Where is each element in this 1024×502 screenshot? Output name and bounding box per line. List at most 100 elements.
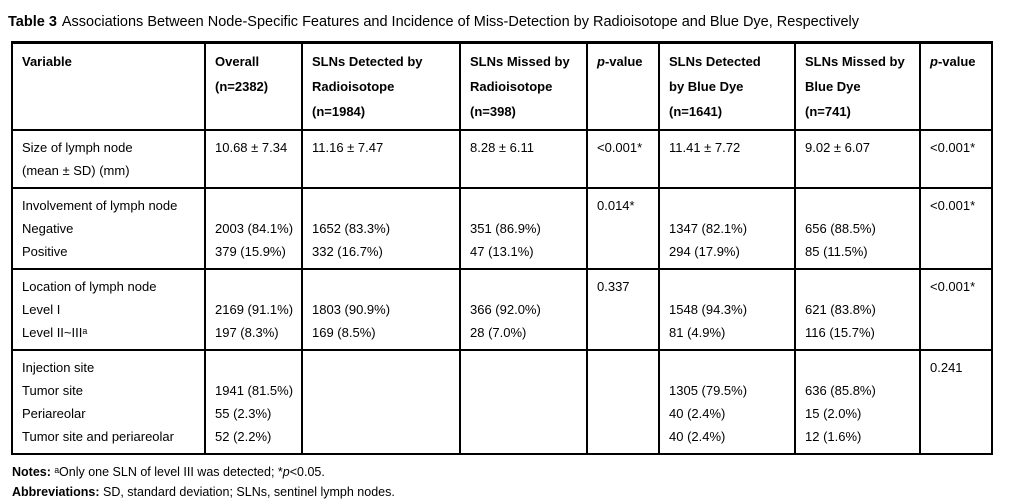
header-row: Variable Overall (n=2382) SLNs Detected by R… [11, 41, 993, 131]
cell-line: 85 (11.5%) [805, 244, 868, 259]
table-cell: 1803 (90.9%) 169 (8.5%) [301, 268, 461, 351]
cell-line: 11.16 ± 7.47 [312, 140, 384, 155]
header-line: (n=741) [805, 104, 851, 119]
table-cell: Location of lymph node Level I Level II~II… [11, 268, 206, 351]
cell-line: 116 (15.7%) [805, 325, 875, 340]
header-line: SLNs Missed by [470, 54, 570, 69]
table-cell [301, 349, 461, 455]
cell-line [312, 275, 455, 298]
table-title: Table 3 Associations Between Node-Specifi… [8, 12, 1014, 32]
cell-line: 636 (85.8%) [805, 383, 876, 398]
cell-line: Negative [22, 221, 74, 236]
table-cell: <0.001* [919, 187, 993, 270]
table-cell: <0.001* [919, 268, 993, 351]
header-line: (n=2382) [215, 79, 269, 94]
table-cell: 656 (88.5%) 85 (11.5%) [794, 187, 921, 270]
header-line: (n=398) [470, 104, 516, 119]
cell-line: 52 (2.2%) [215, 429, 272, 444]
cell-line: 8.28 ± 6.11 [470, 140, 534, 155]
header-line: SLNs Detected [669, 54, 761, 69]
table-cell: <0.001* [919, 129, 993, 189]
table-cell: 351 (86.9%) 47 (13.1%) [459, 187, 588, 270]
column-header: SLNs Missed by Blue Dye (n=741) [794, 41, 921, 131]
cell-line [215, 194, 297, 217]
cell-line: Periareolar [22, 406, 86, 421]
header-line: Variable [22, 54, 72, 69]
table-cell: 1652 (83.3%) 332 (16.7%) [301, 187, 461, 270]
cell-line: <0.001* [930, 140, 976, 155]
cell-line [470, 194, 582, 217]
table-cell [459, 349, 588, 455]
table-head: Variable Overall (n=2382) SLNs Detected by R… [11, 41, 993, 131]
cell-line: Level II~IIIᵃ [22, 325, 88, 340]
header-line: (n=1984) [312, 104, 366, 119]
cell-line: Size of lymph node [22, 140, 133, 155]
header-line: p-value [930, 54, 976, 69]
column-header: Overall (n=2382) [204, 41, 303, 131]
cell-line: Involvement of lymph node [22, 198, 178, 213]
cell-line: 40 (2.4%) [669, 429, 726, 444]
table-body: Size of lymph node (mean ± SD) (mm) 10.68 … [11, 129, 993, 455]
table-cell [586, 349, 660, 455]
notes-text-1: ᵃOnly one SLN of level III was detected;… [50, 465, 283, 479]
cell-line: 621 (83.8%) [805, 302, 876, 317]
cell-line: 1803 (90.9%) [312, 302, 391, 317]
cell-line: <0.001* [930, 279, 976, 294]
table-row: Size of lymph node (mean ± SD) (mm) 10.68 … [11, 129, 993, 189]
cell-line: 40 (2.4%) [669, 406, 726, 421]
notes-p-italic: p [282, 465, 290, 479]
table-cell: 0.014* [586, 187, 660, 270]
header-line: Radioisotope [312, 79, 395, 94]
cell-line: Location of lymph node [22, 279, 157, 294]
column-header: SLNs Detected by Blue Dye (n=1641) [658, 41, 796, 131]
cell-line: (mean ± SD) (mm) [22, 163, 130, 178]
table-row: Injection site Tumor site Periareolar Tumor… [11, 349, 993, 455]
table-row: Location of lymph node Level I Level II~II… [11, 268, 993, 351]
cell-line: <0.001* [930, 198, 976, 213]
cell-line: 1652 (83.3%) [312, 221, 391, 236]
cell-line [669, 275, 790, 298]
cell-line: Tumor site and periareolar [22, 429, 174, 444]
column-header: p-value [919, 41, 993, 131]
table-cell: 1548 (94.3%) 81 (4.9%) [658, 268, 796, 351]
cell-line: 0.337 [597, 279, 630, 294]
cell-line: 12 (1.6%) [805, 429, 862, 444]
cell-line: 47 (13.1%) [470, 244, 534, 259]
cell-line: 366 (92.0%) [470, 302, 541, 317]
cell-line: 1305 (79.5%) [669, 383, 748, 398]
header-line: SLNs Detected by [312, 54, 423, 69]
header-line: Radioisotope [470, 79, 553, 94]
column-header: SLNs Missed by Radioisotope (n=398) [459, 41, 588, 131]
abbreviations-text: SD, standard deviation; SLNs, sentinel l… [99, 485, 395, 499]
notes-label: Notes: [12, 465, 51, 479]
cell-line: 81 (4.9%) [669, 325, 726, 340]
header-line: (n=1641) [669, 104, 723, 119]
table-cell: 11.41 ± 7.72 [658, 129, 796, 189]
table-cell: 2003 (84.1%) 379 (15.9%) [204, 187, 303, 270]
cell-line: 0.241 [930, 360, 963, 375]
column-header: p-value [586, 41, 660, 131]
cell-line: 294 (17.9%) [669, 244, 740, 259]
cell-line: 55 (2.3%) [215, 406, 272, 421]
cell-line: 2003 (84.1%) [215, 221, 294, 236]
table-footer: Notes: ᵃOnly one SLN of level III was de… [12, 462, 1014, 502]
cell-line [805, 194, 915, 217]
header-line: Blue Dye [805, 79, 861, 94]
cell-line: 0.014* [597, 198, 635, 213]
table-number: Table 3 [8, 14, 57, 30]
cell-line: 28 (7.0%) [470, 325, 527, 340]
cell-line: Tumor site [22, 383, 83, 398]
cell-line: 15 (2.0%) [805, 406, 862, 421]
table-cell: <0.001* [586, 129, 660, 189]
cell-line: 169 (8.5%) [312, 325, 376, 340]
cell-line: 1548 (94.3%) [669, 302, 748, 317]
table-cell: 2169 (91.1%) 197 (8.3%) [204, 268, 303, 351]
table-cell: 10.68 ± 7.34 [204, 129, 303, 189]
table-cell: Involvement of lymph node Negative Positiv… [11, 187, 206, 270]
table-cell: 0.337 [586, 268, 660, 351]
column-header: Variable [11, 41, 206, 131]
notes-line: Notes: ᵃOnly one SLN of level III was de… [12, 462, 1014, 482]
table-cell: 366 (92.0%) 28 (7.0%) [459, 268, 588, 351]
table-cell: 1941 (81.5%) 55 (2.3%) 52 (2.2%) [204, 349, 303, 455]
